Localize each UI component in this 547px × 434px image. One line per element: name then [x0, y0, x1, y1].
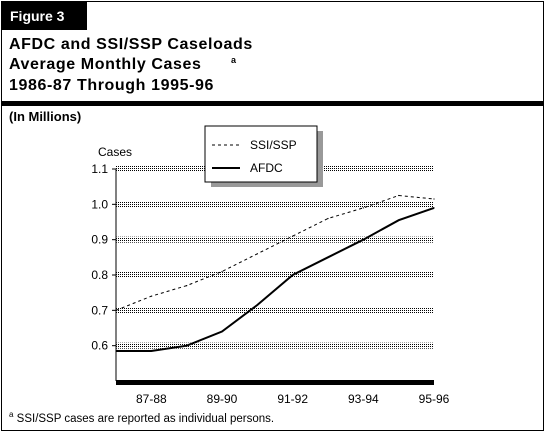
y-tick-label: 0.9	[91, 233, 108, 247]
data-point-ssi-ssp	[186, 285, 188, 287]
data-point-afdc	[327, 256, 329, 258]
data-point-afdc	[186, 345, 188, 347]
x-tick-label: 87-88	[136, 392, 167, 406]
data-point-ssi-ssp	[433, 198, 435, 200]
chart-period: 1986-87 Through 1995-96	[9, 77, 214, 94]
legend: SSI/SSP AFDC	[204, 125, 323, 187]
series-lines	[115, 194, 435, 352]
footnote-text: SSI/SSP cases are reported as individual…	[16, 412, 275, 425]
y-tick-label: 0.8	[91, 268, 108, 282]
chart-subtitle: Average Monthly Cases	[9, 56, 202, 73]
grid-bands	[116, 166, 434, 349]
grid-band	[116, 307, 434, 314]
grid-band	[116, 236, 434, 243]
data-point-ssi-ssp	[256, 253, 258, 255]
series-line-afdc	[116, 206, 435, 352]
data-point-afdc	[150, 350, 152, 352]
figure-label: Figure 3	[2, 2, 87, 30]
legend-box	[204, 125, 318, 183]
data-point-ssi-ssp	[398, 194, 400, 197]
data-point-ssi-ssp	[150, 295, 152, 297]
grid-band	[116, 272, 434, 278]
ticks: 0.6 0.7 0.8 0.9 1.0 1.1 87-88 89-90 91-92 93-94 95…	[91, 162, 449, 406]
legend-label-afdc: AFDC	[250, 161, 283, 175]
y-tick-label: 1.1	[91, 162, 108, 176]
x-tick-label: 91-92	[277, 392, 308, 406]
legend-label-ssi: SSI/SSP	[250, 138, 297, 152]
y-tick-label: 0.6	[91, 339, 108, 353]
grid-band	[116, 342, 434, 349]
footnote-marker: a	[9, 410, 14, 419]
grid-band	[116, 201, 434, 208]
data-point-afdc	[398, 219, 400, 221]
x-tick-label: 95-96	[419, 392, 450, 406]
y-axis-label: Cases	[98, 145, 132, 159]
data-point-afdc	[221, 330, 223, 333]
data-point-afdc	[115, 350, 117, 352]
title-rule	[1, 101, 544, 106]
x-tick-label: 89-90	[207, 392, 238, 406]
x-tick-label: 93-94	[348, 392, 379, 406]
data-point-ssi-ssp	[327, 217, 329, 220]
data-point-ssi-ssp	[221, 270, 223, 273]
data-point-ssi-ssp	[115, 309, 117, 311]
data-point-afdc	[292, 274, 294, 276]
data-point-afdc	[256, 304, 258, 306]
data-point-ssi-ssp	[362, 207, 364, 209]
title-superscript: a	[231, 55, 237, 65]
footnote: a SSI/SSP cases are reported as individu…	[9, 410, 274, 425]
x-axis-bar	[116, 380, 434, 385]
chart-title: AFDC and SSI/SSP Caseloads	[9, 36, 253, 53]
y-tick-label: 1.0	[91, 197, 108, 211]
units-note: (In Millions)	[9, 109, 82, 124]
data-point-afdc	[433, 207, 435, 209]
data-point-ssi-ssp	[292, 235, 294, 237]
data-point-afdc	[362, 239, 364, 241]
y-tick-label: 0.7	[91, 303, 108, 317]
series-line-ssi-ssp	[115, 194, 435, 311]
